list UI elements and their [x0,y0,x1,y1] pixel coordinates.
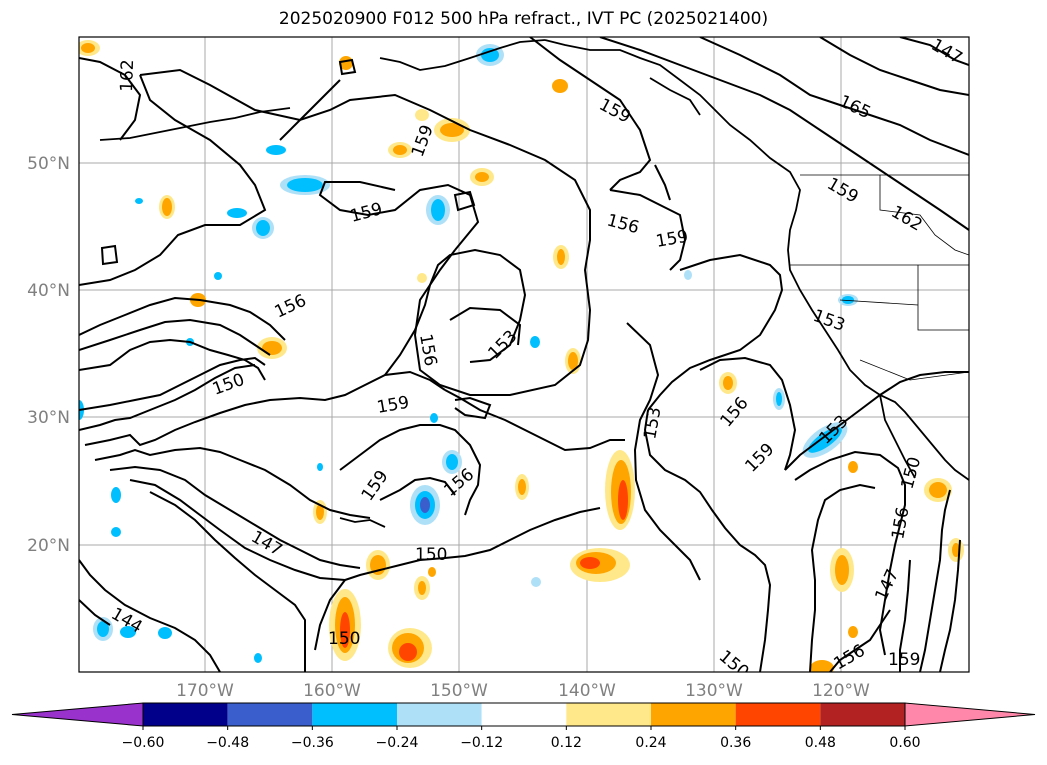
colorbar-extend-min [11,702,144,727]
colorbar-tick-label: 0.48 [805,735,836,751]
lon-tick-label: 140°W [558,681,616,701]
colorbar-tick-label: 0.12 [551,735,582,751]
colorbar-segment [735,703,821,726]
colorbar-tick-label: −0.12 [460,735,503,751]
longitude-ticks: 170°W 160°W 150°W 140°W 130°W 120°W [176,681,870,701]
map-frame [78,36,970,673]
colorbar-segment [481,703,567,726]
lat-tick-label: 40°N [27,281,70,301]
colorbar-tick-label: 0.24 [635,735,666,751]
colorbar-tick-label: −0.60 [122,735,165,751]
political-borders [790,174,969,381]
colorbar-segment [566,703,651,726]
colorbar-tick-label: −0.24 [376,735,419,751]
colorbar-segment [143,703,228,726]
colorbar-frame [142,702,906,727]
colorbar-segment [820,703,905,726]
lon-tick-label: 130°W [685,681,743,701]
colorbar: −0.60 −0.48 −0.36 −0.24 −0.12 0.12 0.24 0.36 0.4… [11,702,1036,751]
colorbar-tick-label: 0.36 [720,735,751,751]
colorbar-segment [312,703,397,726]
lat-tick-label: 20°N [27,536,70,556]
lon-tick-label: 120°W [812,681,870,701]
colorbar-tick-label: −0.36 [291,735,334,751]
contour-label: 150 [415,545,447,565]
lat-tick-label: 30°N [27,408,70,428]
refractivity-contours [79,37,969,672]
map-title: 2025020900 F012 500 hPa refract., IVT PC… [278,9,769,29]
contour-label: 159 [888,650,920,670]
lon-tick-label: 160°W [303,681,361,701]
coastlines [99,39,969,528]
colorbar-segment [227,703,313,726]
latitude-ticks: 50°N 40°N 30°N 20°N [27,154,70,556]
colorbar-tick-label: 0.60 [889,735,920,751]
colorbar-extend-max [904,702,1036,727]
lat-tick-label: 50°N [27,154,70,174]
contour-label: 162 [117,59,138,92]
colorbar-tick-label: −0.48 [206,735,249,751]
contour-label: 150 [328,629,360,649]
lon-tick-label: 170°W [176,681,234,701]
ivt-shading [79,40,964,672]
colorbar-segment [651,703,736,726]
lon-tick-label: 150°W [430,681,488,701]
colorbar-segment [397,703,482,726]
